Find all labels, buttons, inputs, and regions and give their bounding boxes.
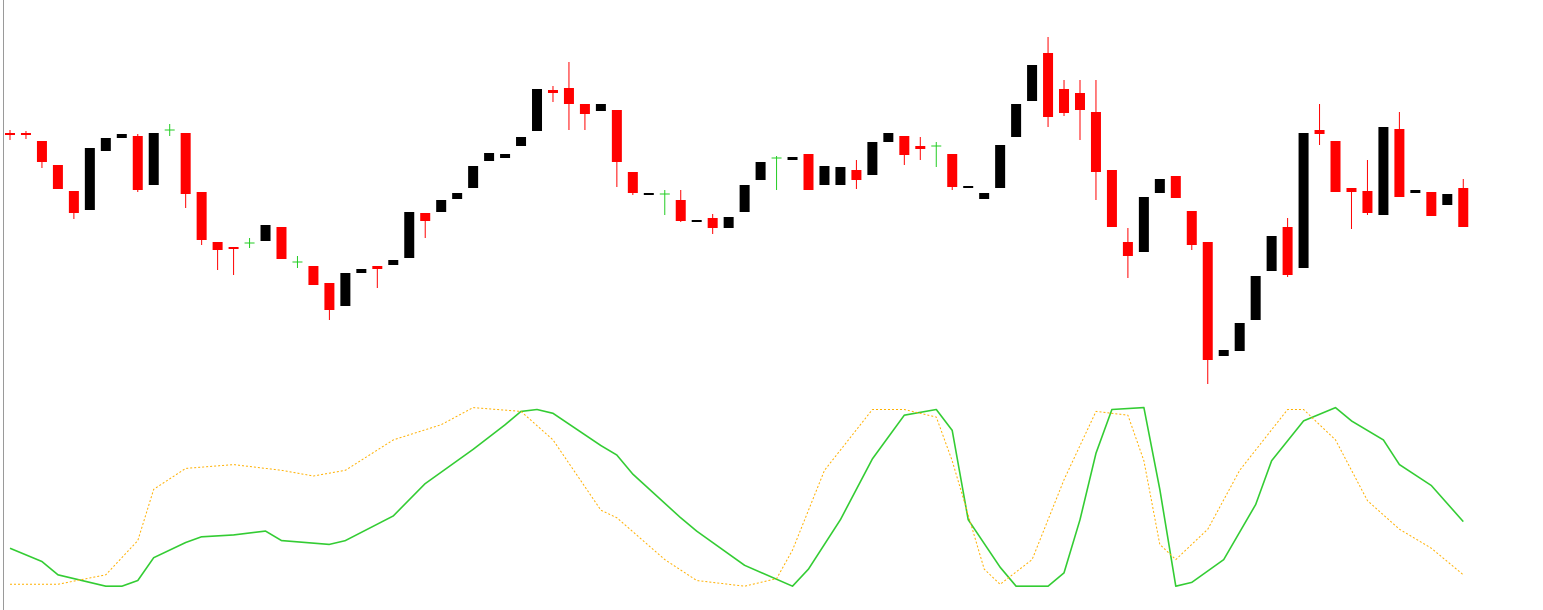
candle-body [148, 133, 159, 185]
candle-body [1266, 236, 1277, 271]
candle-body [436, 200, 447, 212]
candle-body [675, 200, 686, 221]
candle-body [1346, 188, 1357, 192]
candle-body [1298, 133, 1309, 268]
candle-body [100, 138, 111, 151]
candle-body [739, 185, 750, 212]
candle-body [1154, 179, 1165, 193]
candle-body [707, 218, 718, 228]
candle-body [276, 227, 287, 259]
candle-body [1059, 89, 1070, 113]
candle-body [84, 148, 95, 210]
candle-body [691, 220, 702, 222]
candle-body [52, 165, 63, 189]
candle-body [835, 167, 846, 185]
candle-body [356, 269, 367, 273]
candle-body [1282, 227, 1293, 275]
candle-body [595, 104, 606, 111]
candle-body [1314, 130, 1325, 134]
candle-body [1043, 53, 1054, 117]
candle-body [1186, 211, 1197, 245]
candle-body [579, 104, 590, 114]
candle-body [1410, 190, 1421, 193]
candle-body [995, 145, 1006, 188]
candle-body [5, 133, 15, 135]
candle-body [452, 193, 463, 199]
candle-body [899, 136, 910, 155]
candle-body [68, 191, 79, 213]
candle-body [1202, 242, 1213, 360]
candle-body [324, 283, 335, 310]
candle-body [180, 133, 191, 194]
candle-body [979, 193, 990, 199]
candle-body [420, 213, 431, 221]
candle-body [819, 166, 830, 185]
candle-body [1330, 141, 1341, 192]
candle-body [1234, 323, 1245, 351]
candle-body [516, 137, 527, 146]
candle-body [404, 212, 415, 258]
candle-body [755, 162, 766, 180]
candle-body [196, 192, 207, 240]
candle-body [803, 154, 814, 190]
candle-body [372, 266, 383, 269]
candle-body [563, 88, 574, 104]
candle-body [1394, 129, 1405, 197]
indicator-line [10, 407, 1464, 587]
indicator-line [9, 406, 1464, 587]
candle-body [1170, 176, 1181, 198]
candle-body [1426, 192, 1437, 216]
candle-body [484, 153, 495, 161]
candle-body [963, 186, 974, 188]
candle-body [723, 217, 734, 228]
candle-body [1122, 242, 1133, 256]
candle-body [228, 247, 239, 249]
candle-body [36, 141, 47, 162]
candle-body [340, 273, 351, 306]
candle-body [1250, 276, 1261, 320]
candle-body [915, 146, 926, 149]
candle-body [1458, 188, 1469, 227]
candle-body [787, 157, 798, 160]
candle-body [532, 89, 543, 131]
candle-body [1362, 191, 1373, 213]
candle-body [1106, 170, 1117, 227]
candle-body [212, 242, 223, 250]
candle-body [260, 225, 271, 241]
candle-body [20, 133, 31, 135]
candle-body [947, 154, 958, 187]
candle-body [308, 266, 319, 285]
candle-body [1138, 197, 1149, 252]
candle-body [1011, 104, 1022, 137]
candle-body [1442, 194, 1453, 205]
candle-body [883, 133, 894, 142]
candle-body [1090, 112, 1101, 172]
candle-body [611, 110, 622, 162]
candle-body [500, 154, 511, 158]
candle-body [547, 90, 558, 93]
candle-body [643, 193, 654, 195]
candle-body [468, 166, 479, 188]
candle-body [1027, 65, 1038, 101]
candle-body [851, 170, 862, 180]
candle-body [388, 260, 399, 265]
candle-body [1218, 350, 1229, 356]
candle-body [1074, 93, 1085, 110]
candle-body [867, 142, 878, 175]
candle-body [116, 134, 127, 138]
candle-body [627, 172, 638, 193]
candle-body [1378, 127, 1389, 215]
candle-body [132, 136, 143, 190]
